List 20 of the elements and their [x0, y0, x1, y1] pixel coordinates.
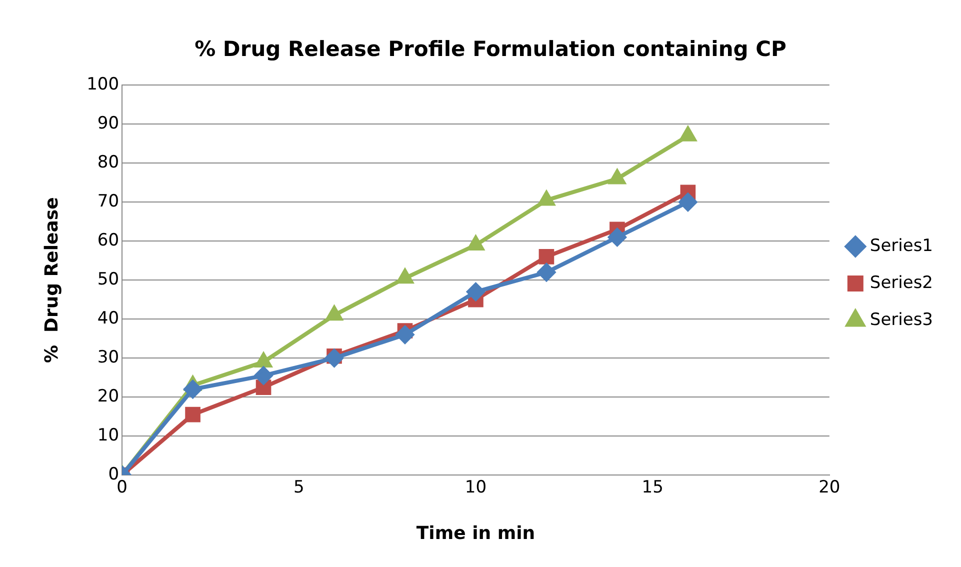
y-tick-label: 70: [97, 192, 120, 212]
x-tick-label: 5: [293, 478, 304, 498]
y-tick-label: 40: [97, 308, 120, 328]
y-tick-label: 80: [97, 152, 120, 173]
chart-title: % Drug Release Profile Formulation containing CP: [194, 37, 786, 62]
y-tick-label: 90: [97, 114, 120, 134]
x-tick-label: 20: [818, 478, 840, 498]
x-axis-title: Time in min: [416, 522, 536, 544]
y-tick-label: 20: [97, 386, 120, 406]
y-tick-label: 30: [97, 347, 120, 368]
x-tick-label: 10: [464, 478, 487, 498]
y-tick-label: 50: [97, 270, 120, 290]
legend-label: Series1: [870, 236, 934, 256]
y-axis-title: % Drug Release: [41, 197, 62, 364]
y-tick-label: 10: [97, 425, 120, 446]
legend-label: Series2: [870, 272, 934, 293]
x-tick-label: 15: [642, 478, 664, 498]
legend-label: Series3: [870, 310, 934, 330]
y-tick-label: 60: [97, 230, 120, 251]
y-tick-label: 100: [86, 74, 120, 95]
